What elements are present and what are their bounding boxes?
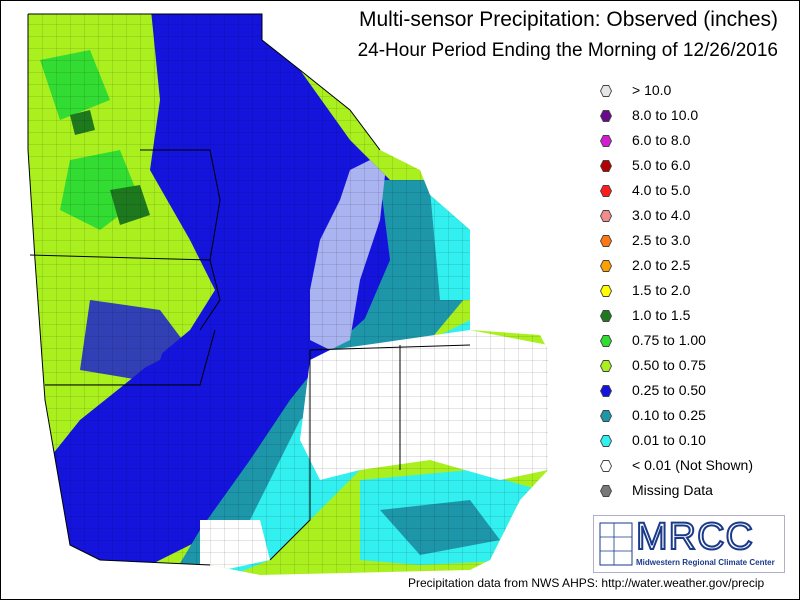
legend-item: 5.0 to 6.0 bbox=[600, 155, 795, 180]
legend-item: < 0.01 (Not Shown) bbox=[600, 455, 795, 480]
legend-swatch bbox=[600, 485, 612, 497]
logo-subtitle: Midwestern Regional Climate Center bbox=[636, 558, 775, 567]
legend-swatch bbox=[600, 385, 612, 397]
midwest-states-icon bbox=[599, 522, 633, 566]
legend-swatch bbox=[600, 460, 612, 472]
legend-label: 8.0 to 10.0 bbox=[632, 107, 699, 123]
map-subtitle: 24-Hour Period Ending the Morning of 12/… bbox=[357, 40, 778, 61]
legend-item: > 10.0 bbox=[600, 80, 795, 105]
legend-swatch bbox=[600, 260, 612, 272]
legend-label: 3.0 to 4.0 bbox=[632, 207, 691, 223]
legend-item: 1.5 to 2.0 bbox=[600, 280, 795, 305]
data-credit: Precipitation data from NWS AHPS: http:/… bbox=[408, 576, 765, 590]
legend-swatch bbox=[600, 160, 612, 172]
legend: > 10.0 8.0 to 10.0 6.0 to 8.0 5.0 to 6.0 4.0… bbox=[600, 80, 795, 505]
legend-label: 4.0 to 5.0 bbox=[632, 182, 691, 198]
legend-label: Missing Data bbox=[632, 482, 713, 498]
legend-swatch bbox=[600, 285, 612, 297]
map-title: Multi-sensor Precipitation: Observed (in… bbox=[359, 8, 778, 31]
legend-item: 3.0 to 4.0 bbox=[600, 205, 795, 230]
legend-label: 2.5 to 3.0 bbox=[632, 232, 691, 248]
legend-swatch bbox=[600, 135, 612, 147]
legend-item: 0.10 to 0.25 bbox=[600, 405, 795, 430]
legend-swatch bbox=[600, 310, 612, 322]
legend-label: 0.01 to 0.10 bbox=[632, 432, 706, 448]
legend-swatch bbox=[600, 335, 612, 347]
legend-item: 0.50 to 0.75 bbox=[600, 355, 795, 380]
legend-item: 0.75 to 1.00 bbox=[600, 330, 795, 355]
legend-item: 0.01 to 0.10 bbox=[600, 430, 795, 455]
legend-swatch bbox=[600, 85, 612, 97]
legend-item: 8.0 to 10.0 bbox=[600, 105, 795, 130]
map-region bbox=[28, 14, 548, 575]
legend-swatch bbox=[600, 360, 612, 372]
legend-label: 0.25 to 0.50 bbox=[632, 382, 706, 398]
legend-item: 4.0 to 5.0 bbox=[600, 180, 795, 205]
legend-label: 1.0 to 1.5 bbox=[632, 307, 691, 323]
legend-swatch bbox=[600, 410, 612, 422]
legend-label: 1.5 to 2.0 bbox=[632, 282, 691, 298]
legend-label: 5.0 to 6.0 bbox=[632, 157, 691, 173]
legend-item: Missing Data bbox=[600, 480, 795, 505]
logo-wordmark: MRCC bbox=[635, 515, 754, 559]
legend-item: 6.0 to 8.0 bbox=[600, 130, 795, 155]
legend-swatch bbox=[600, 210, 612, 222]
mrcc-logo: MRCC Midwestern Regional Climate Center bbox=[593, 515, 785, 573]
legend-label: > 10.0 bbox=[632, 82, 672, 98]
legend-item: 1.0 to 1.5 bbox=[600, 305, 795, 330]
state-borders bbox=[27, 13, 471, 566]
legend-item: 2.0 to 2.5 bbox=[600, 255, 795, 280]
legend-item: 2.5 to 3.0 bbox=[600, 230, 795, 255]
legend-swatch bbox=[600, 235, 612, 247]
legend-swatch bbox=[600, 435, 612, 447]
legend-label: < 0.01 (Not Shown) bbox=[632, 457, 754, 473]
legend-label: 0.10 to 0.25 bbox=[632, 407, 706, 423]
legend-item: 0.25 to 0.50 bbox=[600, 380, 795, 405]
legend-swatch bbox=[600, 110, 612, 122]
legend-label: 0.75 to 1.00 bbox=[632, 332, 706, 348]
legend-label: 6.0 to 8.0 bbox=[632, 132, 691, 148]
legend-label: 2.0 to 2.5 bbox=[632, 257, 691, 273]
legend-swatch bbox=[600, 185, 612, 197]
legend-label: 0.50 to 0.75 bbox=[632, 357, 706, 373]
